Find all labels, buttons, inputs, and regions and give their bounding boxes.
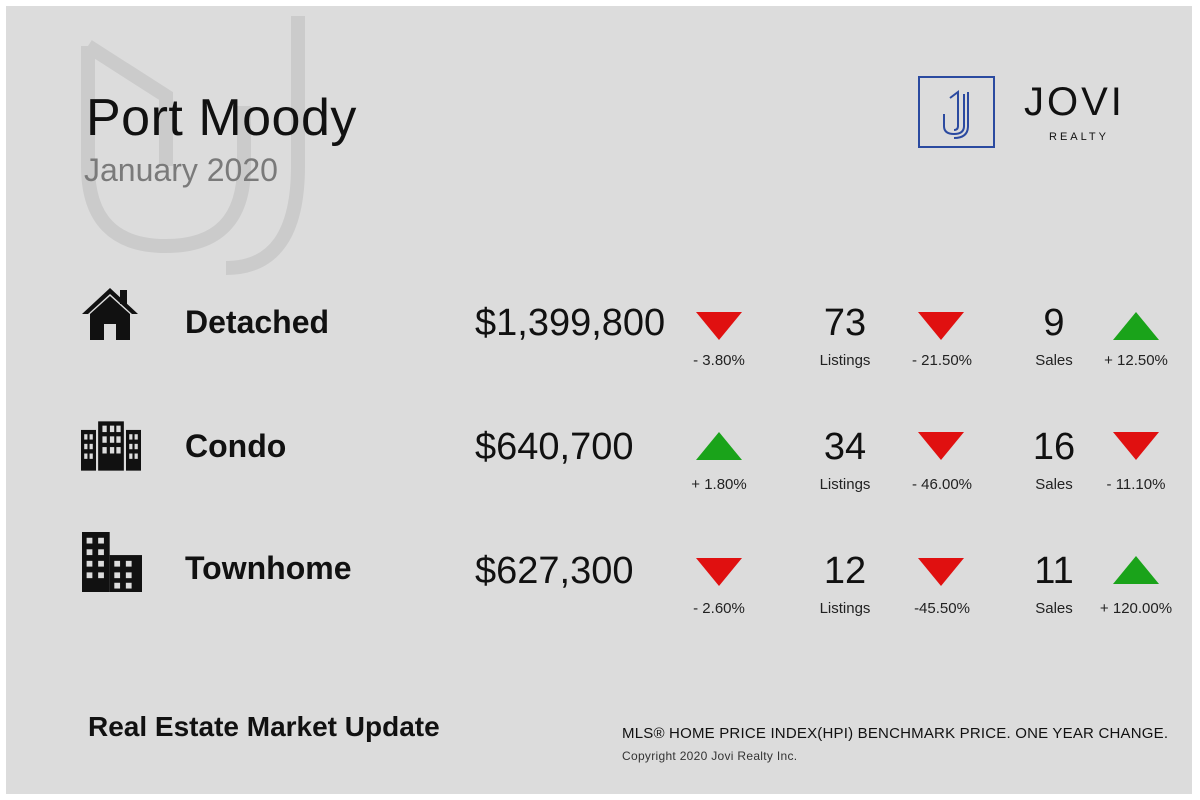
- listings-label: Listings: [819, 600, 871, 617]
- townhome-building-icon: [82, 532, 142, 592]
- row-label: Detached: [185, 304, 330, 340]
- arrow-down-icon: [918, 312, 964, 340]
- sales-count: 11: [1034, 550, 1074, 592]
- price-change: - 2.60%: [693, 600, 745, 617]
- footer-copyright: Copyright 2020 Jovi Realty Inc.: [622, 749, 798, 763]
- sales-count: 9: [1043, 302, 1065, 344]
- row-label: Townhome: [185, 550, 352, 586]
- benchmark-price: $627,300: [475, 550, 634, 592]
- watermark-j-icon: [81, 16, 305, 275]
- arrow-down-icon: [696, 312, 742, 340]
- listings-count: 73: [823, 302, 867, 344]
- benchmark-price: $640,700: [475, 426, 634, 468]
- logo-mark: [918, 76, 995, 148]
- arrow-down-icon: [1113, 432, 1159, 460]
- footer-note: MLS® HOME PRICE INDEX(HPI) BENCHMARK PRI…: [622, 725, 1169, 742]
- listings-label: Listings: [819, 476, 871, 493]
- arrow-up-icon: [1113, 312, 1159, 340]
- row-condo: Condo $640,700 + 1.80% 34 Listings - 46.…: [6, 408, 1200, 528]
- city-title: Port Moody: [86, 89, 357, 147]
- sales-label: Sales: [1035, 600, 1073, 617]
- benchmark-price: $1,399,800: [475, 302, 666, 344]
- logo-j-icon: [943, 90, 969, 139]
- footer-title: Real Estate Market Update: [88, 711, 440, 742]
- sales-change: + 12.50%: [1104, 352, 1168, 369]
- listings-count: 34: [823, 426, 867, 468]
- listings-label: Listings: [819, 352, 871, 369]
- market-update-card: Port Moody January 2020 JOVI REALTY Deta…: [6, 6, 1192, 794]
- arrow-up-icon: [696, 432, 742, 460]
- listings-change: - 46.00%: [911, 476, 973, 493]
- price-change: - 3.80%: [693, 352, 745, 369]
- row-detached: Detached $1,399,800 - 3.80% 73 Listings …: [6, 284, 1200, 404]
- month-subtitle: January 2020: [84, 152, 278, 188]
- sales-change: + 120.00%: [1099, 600, 1173, 617]
- price-change: + 1.80%: [691, 476, 747, 493]
- logo-word: JOVI: [1024, 80, 1125, 124]
- listings-change: -45.50%: [914, 600, 970, 617]
- row-townhome: Townhome $627,300 - 2.60% 12 Listings -4…: [6, 532, 1200, 652]
- row-label: Condo: [185, 428, 287, 464]
- sales-label: Sales: [1035, 476, 1073, 493]
- arrow-down-icon: [696, 558, 742, 586]
- listings-count: 12: [823, 550, 867, 592]
- condo-building-icon: [81, 421, 141, 471]
- sales-change: - 11.10%: [1106, 476, 1166, 493]
- sales-count: 16: [1032, 426, 1076, 468]
- sales-label: Sales: [1035, 352, 1073, 369]
- logo-subword: REALTY: [1049, 131, 1109, 143]
- house-icon: [82, 288, 138, 340]
- arrow-up-icon: [1113, 556, 1159, 584]
- arrow-down-icon: [918, 432, 964, 460]
- arrow-down-icon: [918, 558, 964, 586]
- listings-change: - 21.50%: [911, 352, 973, 369]
